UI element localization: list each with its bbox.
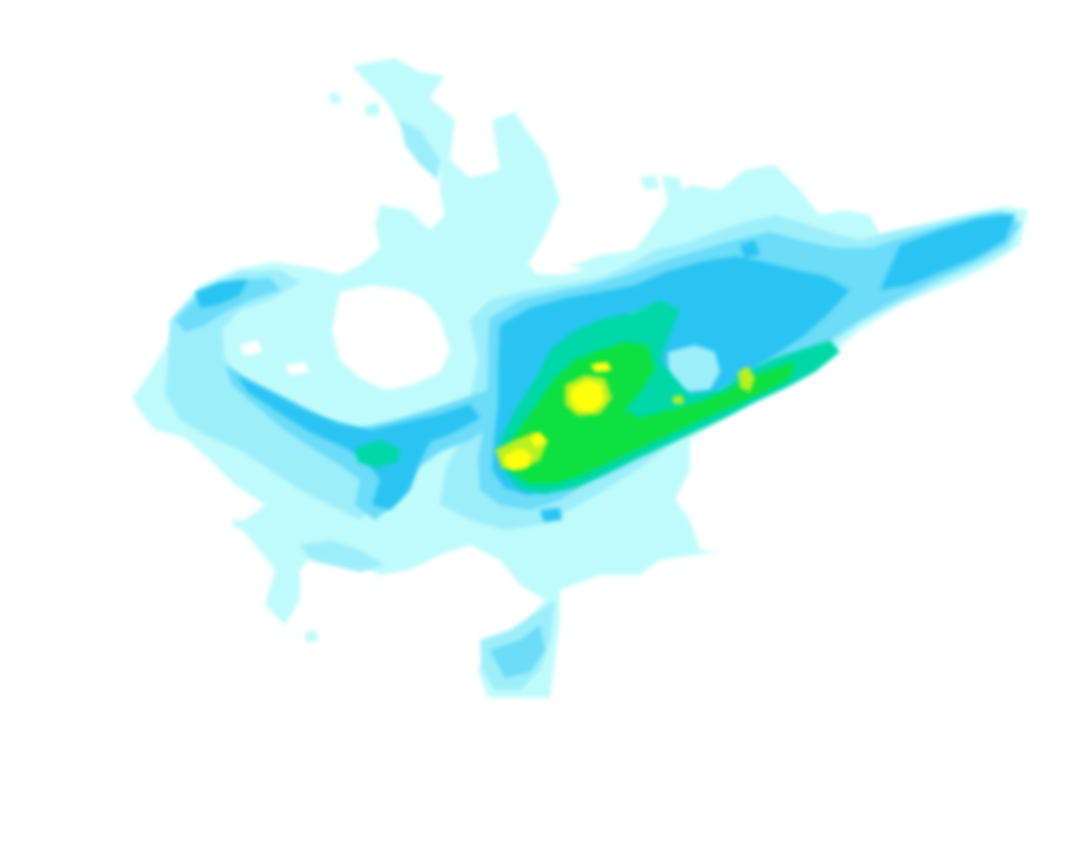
level-7-east-fleck	[672, 395, 684, 404]
level-3-south-lobe	[490, 625, 545, 678]
clear-area-small-c	[530, 262, 585, 275]
level-2-north-strip	[400, 120, 440, 180]
core-pocket-east	[668, 345, 720, 392]
intensity-level-8	[504, 363, 610, 470]
level-2-southwest-lobe	[300, 540, 385, 572]
level-1-islet-f	[232, 520, 250, 530]
level-7-east-streak	[738, 366, 755, 392]
level-4-west-spine	[236, 375, 480, 510]
level-8-west-peak	[530, 432, 546, 448]
clear-area-small-a	[285, 362, 310, 375]
level-1-islet-a	[328, 92, 342, 104]
level-8-main-peak	[570, 380, 604, 412]
level-8-north-peak	[592, 363, 610, 371]
level-1-islet-e	[305, 630, 318, 642]
level-5-west-spot	[355, 440, 400, 468]
clear-area-west	[332, 285, 450, 390]
level-1-islet-c	[640, 175, 660, 190]
level-4-east-tip	[880, 214, 1015, 290]
clear-area-small-b	[240, 340, 262, 356]
clear-areas	[240, 262, 585, 390]
level-6-central-core	[505, 342, 795, 484]
level-4-spot-b	[540, 508, 562, 522]
level-8-south-peak	[504, 448, 532, 470]
level-1-islet-b	[365, 102, 380, 116]
level-1-islet-d	[662, 175, 685, 210]
level-3-west-ridge	[175, 278, 280, 332]
level-4-northwest-spot	[195, 280, 248, 308]
intensity-level-6	[505, 342, 795, 484]
level-4-spot-a	[740, 240, 760, 258]
